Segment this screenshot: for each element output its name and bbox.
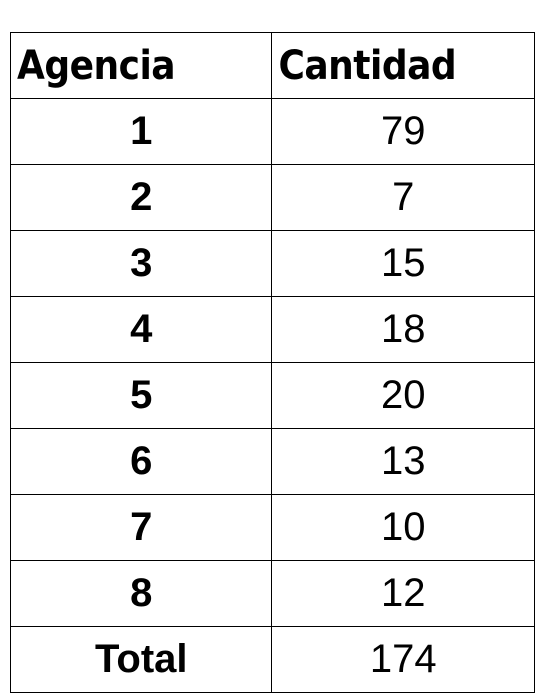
- table-row: 5 20: [9, 362, 535, 429]
- agencia-cell: 2: [9, 164, 273, 231]
- agencia-cell: 3: [9, 230, 273, 297]
- table-row: 7 10: [9, 494, 535, 561]
- total-value: 174: [271, 626, 535, 693]
- header-agencia: Agencia: [9, 32, 273, 99]
- cantidad-cell: 18: [271, 296, 535, 363]
- table-row: 2 7: [9, 164, 535, 231]
- header-row: Agencia Cantidad: [9, 32, 535, 99]
- cantidad-cell: 79: [271, 98, 535, 165]
- agencia-cell: 7: [9, 494, 273, 561]
- header-cantidad: Cantidad: [271, 32, 535, 99]
- total-label: Total: [9, 626, 273, 693]
- table-row: 6 13: [9, 428, 535, 495]
- agencia-cell: 5: [9, 362, 273, 429]
- agencia-cell: 6: [9, 428, 273, 495]
- table-body: Agencia Cantidad 1 79 2 7 3 15 4 18 5 20…: [9, 32, 535, 693]
- cantidad-cell: 12: [271, 560, 535, 627]
- agency-count-table: Agencia Cantidad 1 79 2 7 3 15 4 18 5 20…: [9, 32, 535, 693]
- cantidad-cell: 7: [271, 164, 535, 231]
- cantidad-cell: 13: [271, 428, 535, 495]
- table-row: 3 15: [9, 230, 535, 297]
- agencia-cell: 1: [9, 98, 273, 165]
- table-row: 8 12: [9, 560, 535, 627]
- agencia-cell: 4: [9, 296, 273, 363]
- cantidad-cell: 10: [271, 494, 535, 561]
- table-row: 1 79: [9, 98, 535, 165]
- cantidad-cell: 20: [271, 362, 535, 429]
- agencia-cell: 8: [9, 560, 273, 627]
- total-row: Total 174: [9, 626, 535, 693]
- table-row: 4 18: [9, 296, 535, 363]
- cantidad-cell: 15: [271, 230, 535, 297]
